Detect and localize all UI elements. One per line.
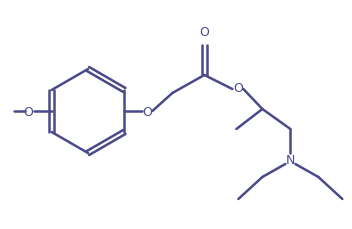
Text: N: N: [286, 153, 295, 166]
Text: O: O: [233, 82, 243, 95]
Text: O: O: [143, 105, 152, 118]
Text: O: O: [200, 26, 209, 39]
Text: O: O: [24, 105, 33, 118]
